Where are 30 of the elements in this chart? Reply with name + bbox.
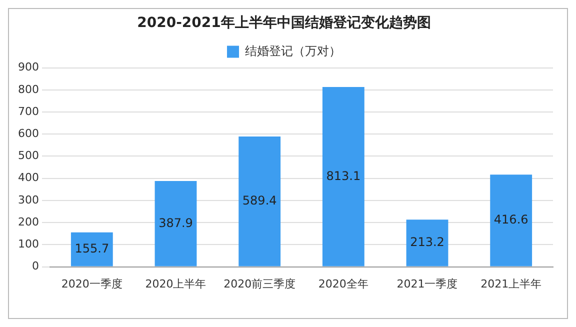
data-label: 416.6 — [494, 212, 528, 227]
y-tick-label: 800 — [18, 82, 39, 96]
bar — [322, 87, 364, 266]
x-tick-label: 2021一季度 — [396, 277, 458, 290]
y-tick-label: 200 — [18, 215, 39, 228]
bar — [490, 174, 532, 266]
y-tick-label: 300 — [18, 193, 39, 206]
x-tick-label: 2021上半年 — [480, 277, 542, 290]
y-tick-label: 700 — [18, 104, 39, 118]
data-label: 387.9 — [158, 216, 193, 230]
y-tick-label: 600 — [18, 126, 39, 140]
y-tick-label: 500 — [18, 149, 39, 162]
data-label: 813.1 — [326, 168, 361, 183]
data-label: 155.7 — [74, 241, 110, 256]
y-tick-label: 100 — [18, 238, 39, 251]
x-tick-label: 2020前三季度 — [224, 277, 296, 290]
bar — [238, 136, 281, 266]
y-tick-label: 400 — [18, 171, 39, 184]
bar — [70, 232, 113, 266]
data-label: 589.4 — [242, 194, 277, 208]
data-label: 213.2 — [410, 235, 444, 250]
bar — [154, 181, 197, 266]
x-tick-label: 2020一季度 — [61, 277, 122, 290]
y-tick-label: 0 — [32, 260, 39, 273]
x-tick-label: 2020全年 — [318, 277, 368, 290]
chart-title: 2020-2021年上半年中国结婚登记变化趋势图 — [137, 14, 431, 32]
bar — [406, 220, 448, 266]
x-tick-label: 2020上半年 — [145, 277, 206, 290]
legend-label: 结婚登记（万对） — [245, 44, 341, 58]
y-tick-label: 900 — [18, 60, 39, 74]
